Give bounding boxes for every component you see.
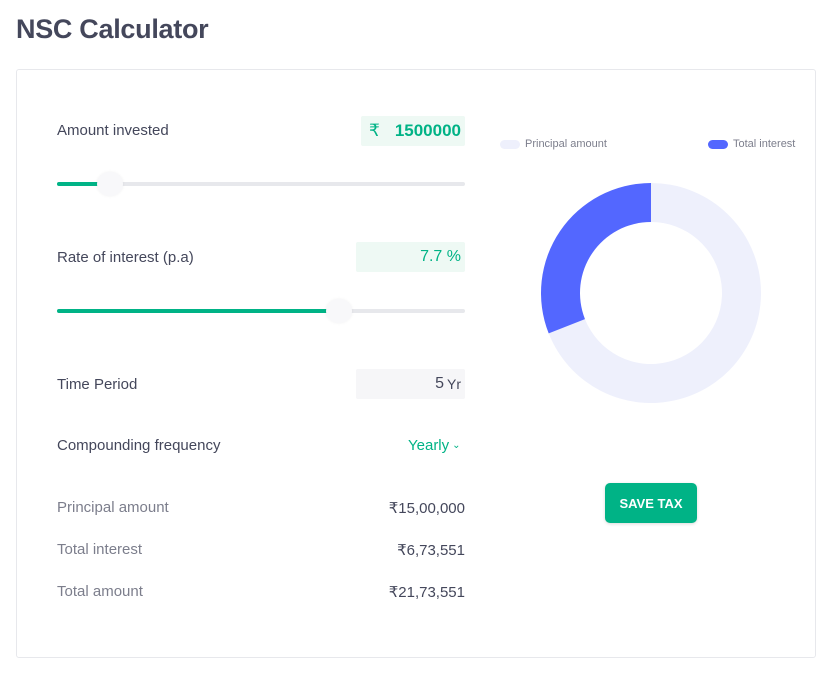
summary-value-total: ₹21,73,551 <box>388 584 465 601</box>
amount-slider[interactable] <box>57 172 465 196</box>
time-period-value: 5 <box>435 375 444 392</box>
summary-value-interest: ₹6,73,551 <box>397 542 465 559</box>
chevron-down-icon: ⌄ <box>452 440 461 451</box>
summary-label-principal: Principal amount <box>57 499 169 516</box>
rate-label: Rate of interest (p.a) <box>57 249 194 266</box>
legend-label-interest: Total interest <box>733 138 796 150</box>
amount-slider-fill <box>57 182 111 186</box>
rate-slider-fill <box>57 309 339 313</box>
rate-input[interactable]: 7.7 % <box>356 242 465 272</box>
compounding-frequency-value: Yearly <box>408 437 450 454</box>
rate-slider-handle[interactable] <box>325 299 352 323</box>
page-title: NSC Calculator <box>16 14 209 44</box>
legend-swatch-principal <box>500 139 520 149</box>
save-tax-button[interactable]: SAVE TAX <box>605 483 697 523</box>
amount-value: 1500000 <box>394 121 461 140</box>
rate-slider[interactable] <box>57 299 465 323</box>
legend-swatch-interest <box>708 139 728 149</box>
donut-slice-interest <box>541 183 651 334</box>
compounding-frequency-label: Compounding frequency <box>57 437 221 454</box>
rupee-icon: ₹ <box>369 121 380 140</box>
summary-label-interest: Total interest <box>57 541 143 558</box>
summary-label-total: Total amount <box>57 583 143 600</box>
time-period-input[interactable]: 5 Yr <box>356 369 465 399</box>
legend-label-principal: Principal amount <box>525 138 607 150</box>
legend-principal: Principal amount <box>500 138 607 150</box>
amount-slider-handle[interactable] <box>97 172 124 196</box>
summary-value-principal: ₹15,00,000 <box>388 500 465 517</box>
compounding-frequency-select[interactable]: Yearly ⌄ <box>408 437 461 454</box>
donut-slice-principal <box>548 183 761 403</box>
legend-interest: Total interest <box>708 138 795 150</box>
time-period-label: Time Period <box>57 376 138 393</box>
donut-chart <box>541 183 761 403</box>
time-period-unit: Yr <box>447 376 461 392</box>
amount-input[interactable]: ₹ 1500000 <box>361 116 465 146</box>
amount-label: Amount invested <box>57 122 169 139</box>
